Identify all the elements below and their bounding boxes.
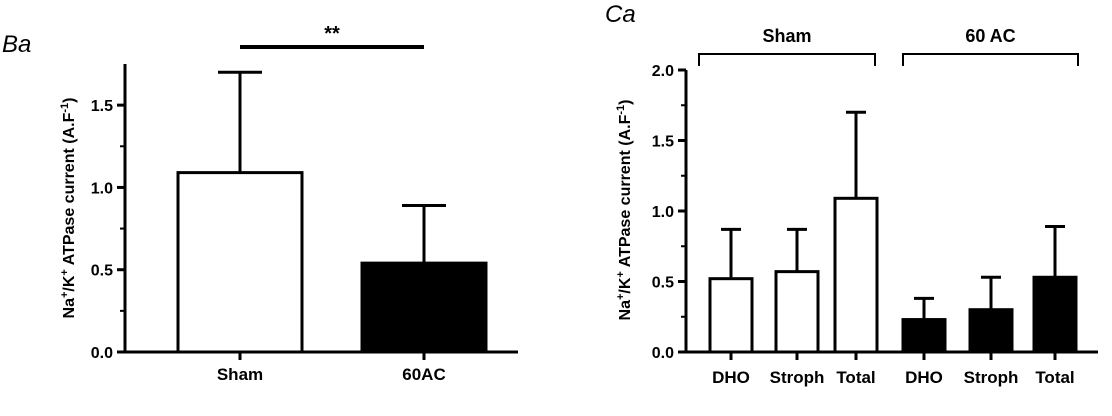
ca-y-axis-title-part: Na bbox=[617, 300, 634, 321]
ba-y-axis-title-part: Na bbox=[61, 298, 78, 319]
ba-y-axis-title-part: -1 bbox=[59, 103, 71, 113]
ca-group-bracket bbox=[902, 53, 1079, 66]
ca-y-axis-title-part: ATPase current (A.F bbox=[617, 114, 634, 271]
ba-bar bbox=[176, 171, 304, 354]
ba-significance-label: ** bbox=[324, 23, 340, 45]
ca-bar bbox=[774, 270, 820, 354]
ca-y-tick-label: 0.0 bbox=[652, 345, 674, 362]
ba-x-tick-label: Sham bbox=[217, 365, 263, 384]
ca-x-tick-label: Total bbox=[1035, 368, 1074, 387]
ba-x-tick-label: 60AC bbox=[402, 365, 445, 384]
ca-y-axis-title: Na+/K+ ATPase current (A.F-1) bbox=[615, 100, 634, 321]
ba-y-axis-title-part: ) bbox=[61, 98, 78, 103]
ca-bar bbox=[968, 308, 1014, 354]
ba-y-tick-label: 0.5 bbox=[91, 263, 113, 280]
ca-y-axis-title-part: + bbox=[615, 294, 627, 300]
ca-bar bbox=[708, 277, 754, 354]
ba-y-tick-label: 1.5 bbox=[91, 98, 113, 115]
ca-y-tick-label: 2.0 bbox=[652, 63, 674, 80]
ca-y-axis-title-part: + bbox=[615, 271, 627, 277]
ba-y-axis-title-part: + bbox=[59, 292, 71, 298]
ba-y-tick-label: 0.0 bbox=[91, 345, 113, 362]
ca-y-axis-title-part: -1 bbox=[615, 105, 627, 115]
ca-y-axis-title-part: /K bbox=[617, 277, 634, 293]
ca-x-tick-label: DHO bbox=[712, 368, 750, 387]
ca-bar bbox=[901, 318, 947, 354]
ca-x-tick-label: Stroph bbox=[964, 368, 1019, 387]
ba-bar bbox=[360, 261, 488, 354]
ba-y-tick-label: 1.0 bbox=[91, 180, 113, 197]
ca-x-tick-label: DHO bbox=[905, 368, 943, 387]
ca-group-label: Sham bbox=[762, 26, 811, 46]
panel-label-ba: Ba bbox=[2, 31, 31, 58]
ca-x-tick-label: Total bbox=[836, 368, 875, 387]
ca-y-tick-label: 1.0 bbox=[652, 204, 674, 221]
ca-bar bbox=[1032, 275, 1078, 354]
ca-y-axis-title-part: ) bbox=[617, 100, 634, 105]
ca-group-label: 60 AC bbox=[965, 26, 1015, 46]
ca-x-tick-label: Stroph bbox=[770, 368, 825, 387]
ca-bar bbox=[833, 196, 879, 354]
ba-y-axis-title-part: /K bbox=[61, 275, 78, 291]
ba-y-axis-title-part: + bbox=[59, 269, 71, 275]
ca-y-tick-label: 1.5 bbox=[652, 134, 674, 151]
ca-group-bracket bbox=[698, 53, 876, 66]
ba-y-axis-title-part: ATPase current (A.F bbox=[61, 112, 78, 269]
panel-label-ca: Ca bbox=[605, 1, 636, 28]
ca-y-tick-label: 0.5 bbox=[652, 275, 674, 292]
ba-y-axis-title: Na+/K+ ATPase current (A.F-1) bbox=[59, 98, 78, 319]
